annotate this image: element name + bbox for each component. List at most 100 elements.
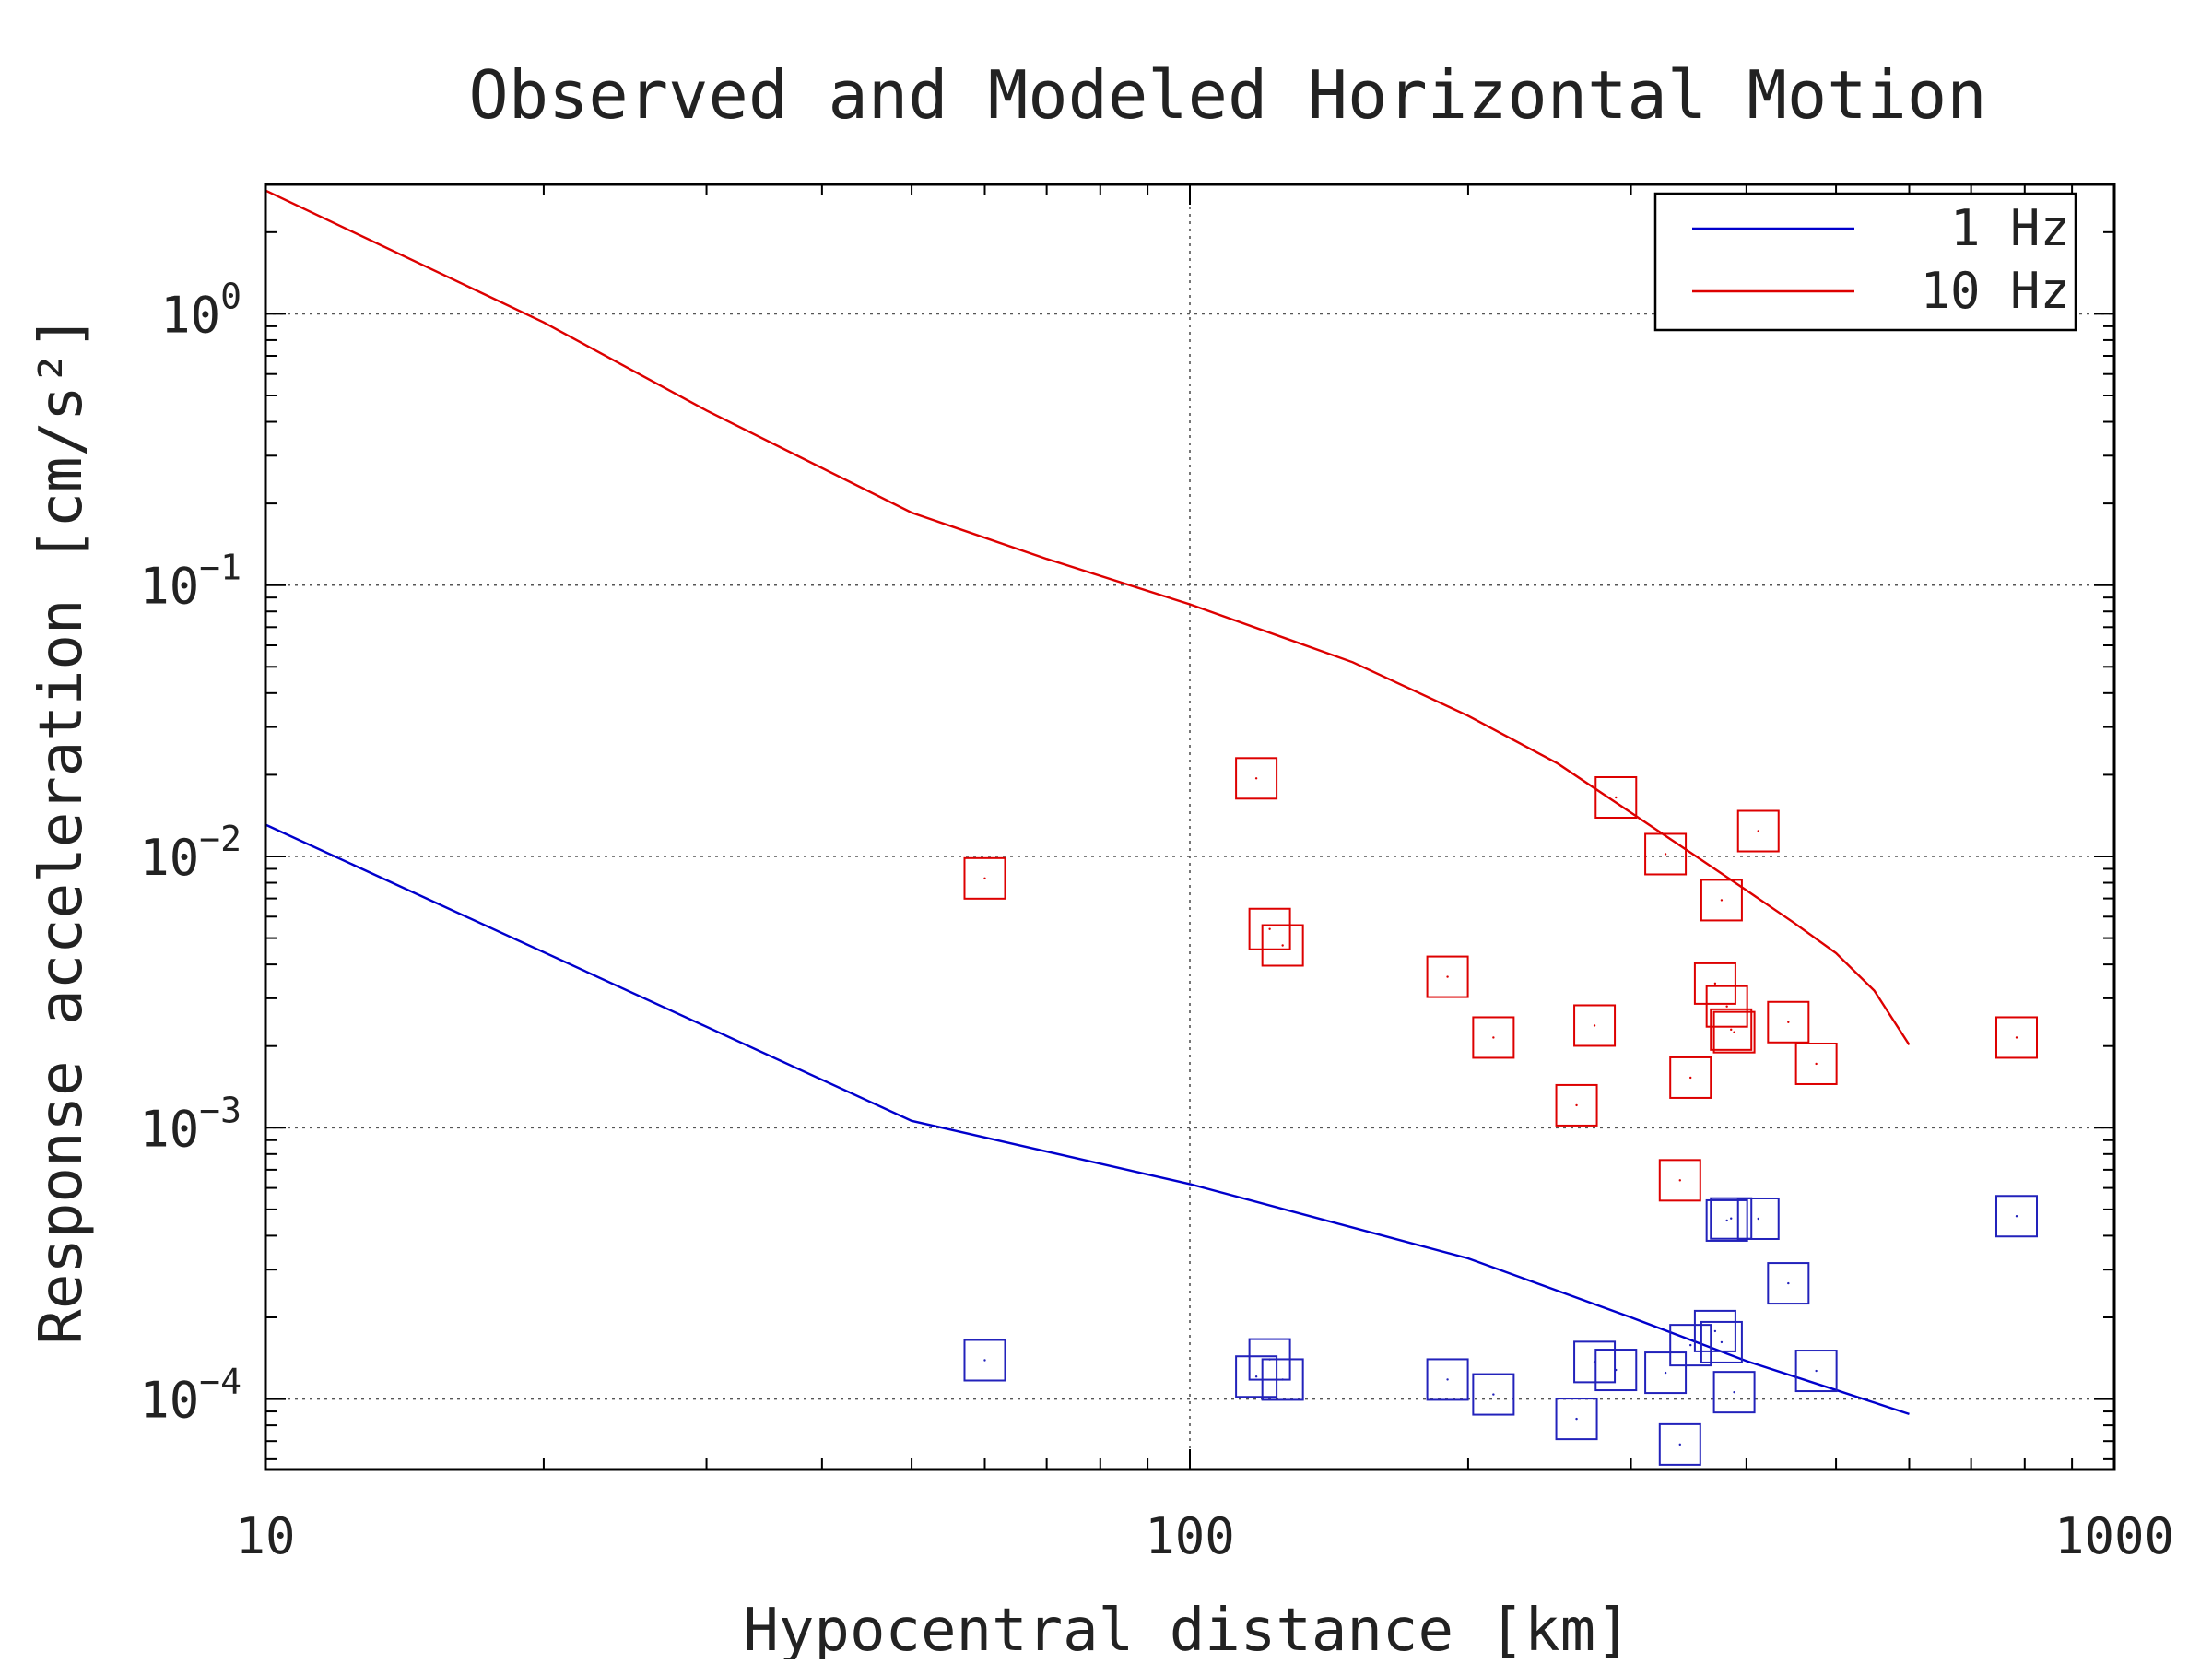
y-tick-base: 10 <box>139 829 199 887</box>
data-point-square <box>1705 985 1748 1028</box>
data-point-dot <box>1615 796 1618 799</box>
data-point-square <box>1594 775 1638 819</box>
series-line-1-hz <box>265 823 1910 1416</box>
legend-box <box>1653 192 2077 332</box>
data-point-dot <box>1281 1378 1284 1381</box>
data-point-square <box>1472 1016 1515 1059</box>
data-point-square <box>1994 1195 2038 1238</box>
data-point-square <box>1248 907 1291 950</box>
data-point-dot <box>1815 1369 1818 1373</box>
data-point-square <box>1235 1355 1278 1398</box>
y-tick-label: 10−4 <box>139 1362 241 1430</box>
data-point-square <box>1573 1004 1617 1047</box>
data-point-dot <box>1757 1217 1759 1221</box>
x-tick-label: 1000 <box>2054 1507 2174 1565</box>
data-point-square <box>1710 1008 1753 1051</box>
data-point-square <box>1693 1309 1736 1352</box>
data-point-square <box>1573 1340 1617 1384</box>
data-point-dot <box>1787 1281 1790 1285</box>
data-point-square <box>1426 1358 1469 1401</box>
y-axis-label: Response acceleration [cm/s²] <box>28 314 96 1344</box>
data-point-square <box>1555 1398 1598 1441</box>
legend-label: 10 Hz <box>1920 262 2070 320</box>
data-point-dot <box>1446 1378 1449 1381</box>
y-tick-exponent: −1 <box>199 548 241 588</box>
data-point-dot <box>1678 1179 1681 1182</box>
data-point-dot <box>1254 1375 1258 1378</box>
data-point-dot <box>1730 1217 1733 1220</box>
data-point-square <box>1994 1016 2038 1059</box>
plot-frame <box>264 183 2116 1471</box>
data-point-square <box>963 1339 1006 1382</box>
data-point-square <box>1594 1349 1638 1392</box>
data-point-dot <box>1733 1390 1735 1394</box>
data-point-dot <box>1254 777 1258 780</box>
data-point-square <box>1261 1358 1304 1401</box>
data-point-dot <box>1713 982 1717 985</box>
y-tick-base: 10 <box>160 286 220 344</box>
data-point-dot <box>1268 927 1271 930</box>
data-point-dot <box>1664 1371 1667 1375</box>
data-point-dot <box>983 877 986 880</box>
data-point-square <box>1700 1320 1743 1363</box>
data-point-dot <box>1492 1036 1495 1039</box>
data-point-square <box>1669 1056 1712 1099</box>
data-point-square <box>1736 1197 1780 1240</box>
data-point-dot <box>1725 1005 1728 1008</box>
data-point-dot <box>1720 899 1724 902</box>
data-point-dot <box>1720 1340 1724 1344</box>
data-point-square <box>1426 955 1469 998</box>
y-tick-exponent: −3 <box>199 1090 241 1130</box>
chart-title: Observed and Modeled Horizontal Motion <box>468 56 1986 134</box>
data-point-square <box>1736 809 1780 853</box>
data-point-dot <box>1730 1028 1733 1032</box>
data-point-square <box>1794 1042 1838 1085</box>
data-point-dot <box>1281 944 1284 947</box>
data-point-dot <box>1815 1062 1818 1066</box>
y-tick-exponent: 0 <box>220 276 241 316</box>
data-point-dot <box>1678 1443 1681 1446</box>
data-point-dot <box>1575 1103 1578 1107</box>
data-point-dot <box>1492 1393 1495 1396</box>
data-point-square <box>1261 924 1304 967</box>
data-point-dot <box>1446 975 1449 978</box>
data-point-dot <box>1575 1417 1578 1421</box>
data-point-square <box>1644 832 1688 876</box>
data-point-dot <box>1689 1343 1692 1347</box>
data-point-square <box>1644 1351 1688 1395</box>
data-point-square <box>1693 962 1736 1005</box>
x-tick-label: 100 <box>1145 1507 1235 1565</box>
data-point-square <box>1235 757 1278 800</box>
data-point-dot <box>1787 1021 1790 1023</box>
y-tick-base: 10 <box>139 1100 199 1158</box>
data-point-dot <box>1757 830 1759 832</box>
data-point-dot <box>2015 1215 2018 1218</box>
y-tick-label: 100 <box>160 276 241 344</box>
y-tick-label: 10−2 <box>139 819 241 887</box>
y-tick-base: 10 <box>139 558 199 616</box>
data-point-dot <box>1664 853 1667 856</box>
data-point-square <box>963 856 1006 900</box>
data-point-square <box>1658 1422 1701 1466</box>
data-point-square <box>1658 1159 1701 1202</box>
data-point-square <box>1669 1324 1712 1367</box>
y-tick-label: 10−1 <box>139 548 241 616</box>
data-point-square <box>1472 1373 1515 1416</box>
data-series <box>265 189 2038 1466</box>
y-tick-label: 10−3 <box>139 1090 241 1158</box>
data-point-square <box>1700 879 1743 922</box>
data-point-square <box>1794 1350 1838 1393</box>
series-line-10-hz <box>265 189 1911 1046</box>
data-point-dot <box>1593 1024 1596 1027</box>
data-point-square <box>1710 1197 1753 1240</box>
data-point-square <box>1712 1010 1756 1054</box>
x-axis-label: Hypocentral distance [km] <box>743 1597 1630 1659</box>
data-point-square <box>1767 1000 1810 1044</box>
data-point-dot <box>1713 1329 1717 1333</box>
data-point-square <box>1705 1198 1748 1242</box>
data-point-square <box>1555 1083 1598 1127</box>
